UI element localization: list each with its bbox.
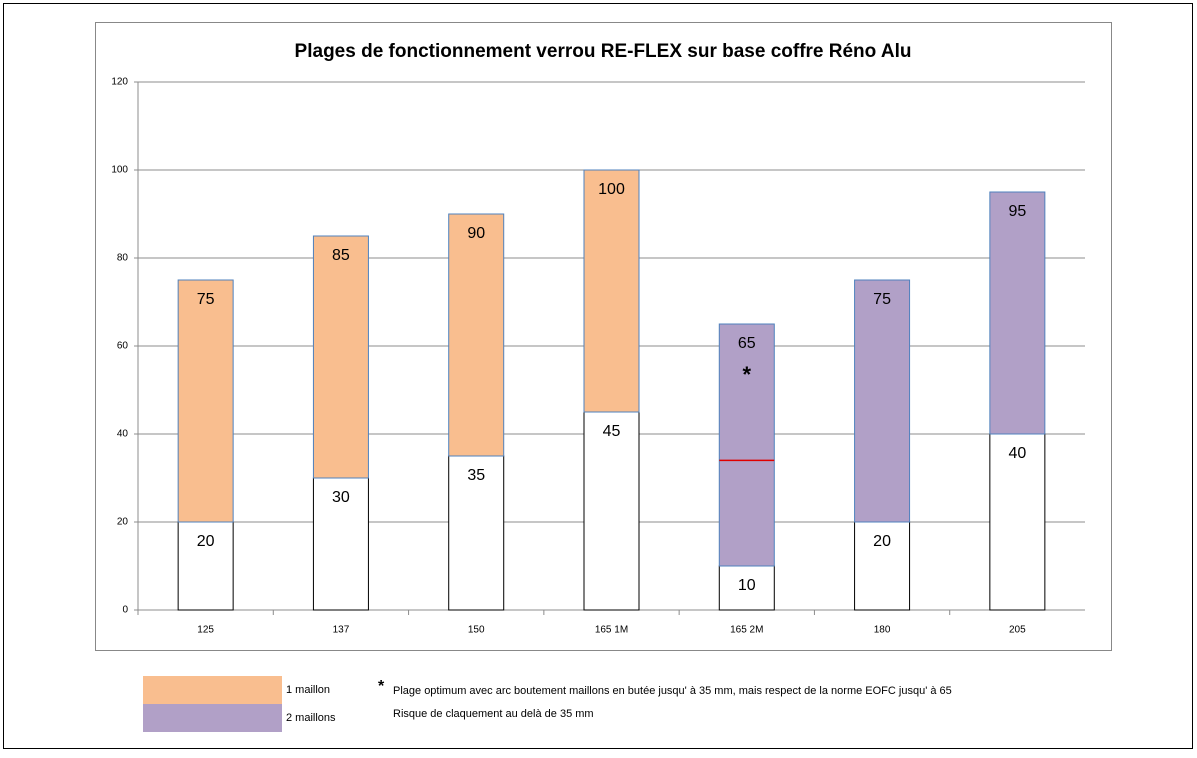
low-bar xyxy=(854,521,911,611)
low-bar xyxy=(989,433,1046,611)
bar-note: * xyxy=(743,362,752,387)
range-bar xyxy=(583,169,640,413)
range-bar xyxy=(177,279,234,523)
range-bar xyxy=(854,279,911,523)
y-tick-label: 0 xyxy=(122,605,128,616)
value-label: 65 xyxy=(738,335,756,352)
range-bar xyxy=(448,213,505,457)
low-bar xyxy=(583,411,640,611)
low-bar xyxy=(448,455,505,611)
value-label: 90 xyxy=(467,225,485,242)
value-label: 20 xyxy=(197,533,215,550)
footnote-line: Risque de claquement au delà de 35 mm xyxy=(393,708,594,720)
value-label: 20 xyxy=(873,533,891,550)
y-tick-label: 80 xyxy=(117,253,129,264)
footnote-line: Plage optimum avec arc boutement maillon… xyxy=(393,685,952,697)
legend-label: 1 maillon xyxy=(286,684,330,696)
value-label: 10 xyxy=(738,577,756,594)
footnote-marker: * xyxy=(378,678,385,695)
y-tick-label: 120 xyxy=(111,77,128,88)
x-tick-label: 205 xyxy=(1009,625,1026,636)
value-label: 100 xyxy=(598,181,625,198)
value-label: 45 xyxy=(603,423,621,440)
range-bar xyxy=(312,235,369,479)
legend-swatch xyxy=(143,704,282,732)
y-tick-label: 40 xyxy=(117,429,129,440)
y-tick-label: 100 xyxy=(111,165,128,176)
low-bar xyxy=(718,565,775,611)
value-label: 30 xyxy=(332,489,350,506)
range-bar xyxy=(989,191,1046,435)
y-tick-label: 20 xyxy=(117,517,129,528)
legend-label: 2 maillons xyxy=(286,712,336,724)
x-tick-label: 180 xyxy=(874,625,891,636)
value-label: 85 xyxy=(332,247,350,264)
x-tick-label: 125 xyxy=(197,625,214,636)
chart-title: Plages de fonctionnement verrou RE-FLEX … xyxy=(295,41,912,62)
legend-swatch xyxy=(143,676,282,704)
value-label: 40 xyxy=(1008,445,1026,462)
y-tick-label: 60 xyxy=(117,341,129,352)
value-label: 75 xyxy=(873,291,891,308)
value-label: 95 xyxy=(1008,203,1026,220)
page-border xyxy=(3,3,1193,749)
x-tick-label: 150 xyxy=(468,625,485,636)
value-label: 75 xyxy=(197,291,215,308)
x-tick-label: 137 xyxy=(333,625,350,636)
x-tick-label: 165 2M xyxy=(730,625,763,636)
x-tick-label: 165 1M xyxy=(595,625,628,636)
value-label: 35 xyxy=(467,467,485,484)
range-bar xyxy=(718,323,775,567)
